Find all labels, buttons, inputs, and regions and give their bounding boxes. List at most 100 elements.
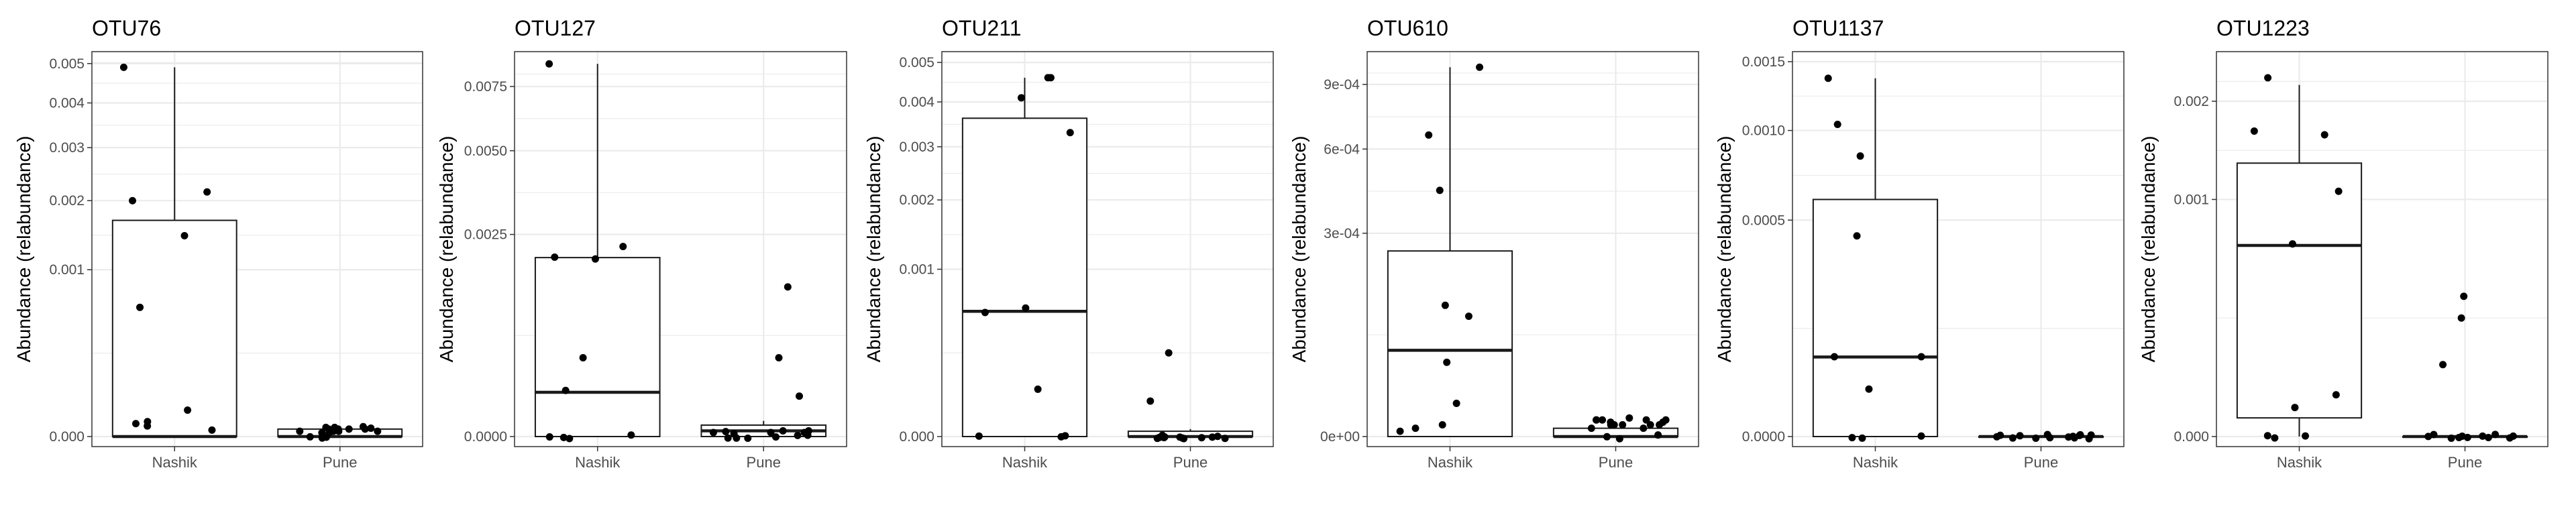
data-point — [1625, 414, 1633, 422]
data-point — [2491, 431, 2500, 439]
panel-OTU127: 0.0000 0.0025 0.0050 0.0075 Nashik Pune Abunda… — [436, 16, 847, 471]
y-tick-label: 9e-04 — [1324, 77, 1360, 93]
box-iqr — [1387, 250, 1513, 437]
box-Nashik — [2236, 84, 2363, 437]
x-tick-label: Pune — [747, 454, 781, 471]
data-point — [1603, 433, 1611, 441]
data-point — [1034, 385, 1042, 393]
panel-OTU211: 0.000 0.001 0.002 0.003 0.004 0.005 Nashik Pune… — [863, 16, 1274, 471]
data-point — [975, 432, 983, 440]
data-point — [296, 427, 304, 435]
data-point — [325, 428, 333, 437]
data-point — [1640, 424, 1648, 433]
panel-border — [1366, 51, 1699, 447]
x-tick-label: Nashik — [2277, 454, 2322, 471]
data-point — [1642, 416, 1650, 424]
y-axis-label: Abundance (relabundance) — [863, 136, 884, 363]
data-point — [2016, 432, 2024, 440]
data-point — [1436, 186, 1444, 194]
data-point — [784, 283, 792, 291]
data-point — [1856, 152, 1864, 160]
data-point — [545, 433, 553, 441]
panel-title: OTU76 — [92, 16, 161, 40]
points-Pune — [1993, 431, 2095, 443]
data-point — [1833, 121, 1841, 129]
data-point — [2302, 432, 2310, 440]
points-Pune — [709, 283, 812, 442]
data-point — [1996, 431, 2004, 439]
points-Pune — [296, 422, 382, 442]
data-point — [722, 428, 730, 436]
y-tick-label: 0.001 — [49, 262, 85, 278]
box-iqr — [1812, 198, 1939, 437]
y-axis-label: Abundance (relabundance) — [13, 136, 34, 363]
y-tick-label: 0.0005 — [1742, 213, 1785, 228]
data-point — [709, 428, 717, 437]
data-point — [1464, 312, 1472, 321]
data-point — [579, 353, 587, 361]
y-tick-label: 0.0050 — [464, 144, 507, 159]
data-point — [545, 60, 553, 68]
y-tick-label: 0.002 — [49, 193, 85, 209]
y-axis-label: Abundance (relabundance) — [1289, 136, 1309, 363]
y-tick-label: 0.002 — [2174, 94, 2209, 109]
y-tick-label: 0.000 — [49, 429, 85, 445]
y-tick-label: 0.0000 — [464, 429, 507, 445]
data-point — [1853, 232, 1861, 240]
y-tick-label: 3e-04 — [1324, 226, 1360, 241]
y-tick-label: 0.002 — [899, 192, 934, 208]
points-Nashik — [1396, 63, 1484, 435]
data-point — [2334, 187, 2343, 195]
y-tick-label: 0.000 — [2174, 429, 2209, 445]
data-point — [981, 308, 989, 317]
data-point — [1599, 416, 1607, 424]
data-point — [2263, 432, 2271, 440]
data-point — [1221, 435, 1229, 443]
data-point — [561, 386, 570, 394]
data-point — [184, 406, 192, 414]
data-point — [1662, 416, 1670, 424]
data-point — [1615, 435, 1623, 443]
data-point — [119, 63, 127, 71]
data-point — [2332, 391, 2340, 399]
data-point — [730, 430, 738, 438]
data-point — [2509, 432, 2517, 440]
x-tick-label: Nashik — [1853, 454, 1898, 471]
data-point — [2250, 127, 2258, 135]
data-point — [129, 196, 137, 205]
data-point — [1180, 435, 1188, 443]
data-point — [1646, 420, 1654, 428]
y-axis-label: Abundance (relabundance) — [1714, 136, 1735, 363]
panel-border — [941, 51, 1274, 447]
data-point — [1917, 353, 1925, 361]
data-point — [1619, 420, 1627, 428]
data-point — [619, 243, 627, 251]
y-tick-label: 0.005 — [899, 55, 934, 70]
points-Pune — [1587, 414, 1670, 443]
y-tick-label: 0.005 — [49, 56, 85, 72]
data-point — [322, 423, 330, 431]
x-tick-label: Pune — [2024, 454, 2058, 471]
data-point — [2032, 434, 2040, 442]
data-point — [1858, 434, 1866, 442]
y-tick-label: 0.000 — [899, 429, 934, 445]
data-point — [1165, 349, 1173, 357]
panel-title: OTU610 — [1367, 16, 1448, 40]
data-point — [367, 424, 375, 433]
data-point — [2069, 433, 2077, 441]
data-point — [1452, 399, 1460, 407]
data-point — [2320, 131, 2328, 139]
points-Nashik — [119, 63, 216, 434]
points-Pune — [1146, 349, 1229, 443]
box-iqr — [2236, 162, 2363, 419]
data-point — [1848, 434, 1856, 442]
points-Pune — [2424, 292, 2517, 442]
box-iqr — [534, 257, 661, 437]
data-point — [775, 353, 783, 361]
box-Pune — [1127, 428, 1254, 439]
data-point — [208, 426, 216, 434]
box-Nashik — [961, 77, 1088, 438]
data-point — [306, 433, 314, 441]
panel-title: OTU127 — [515, 16, 596, 40]
